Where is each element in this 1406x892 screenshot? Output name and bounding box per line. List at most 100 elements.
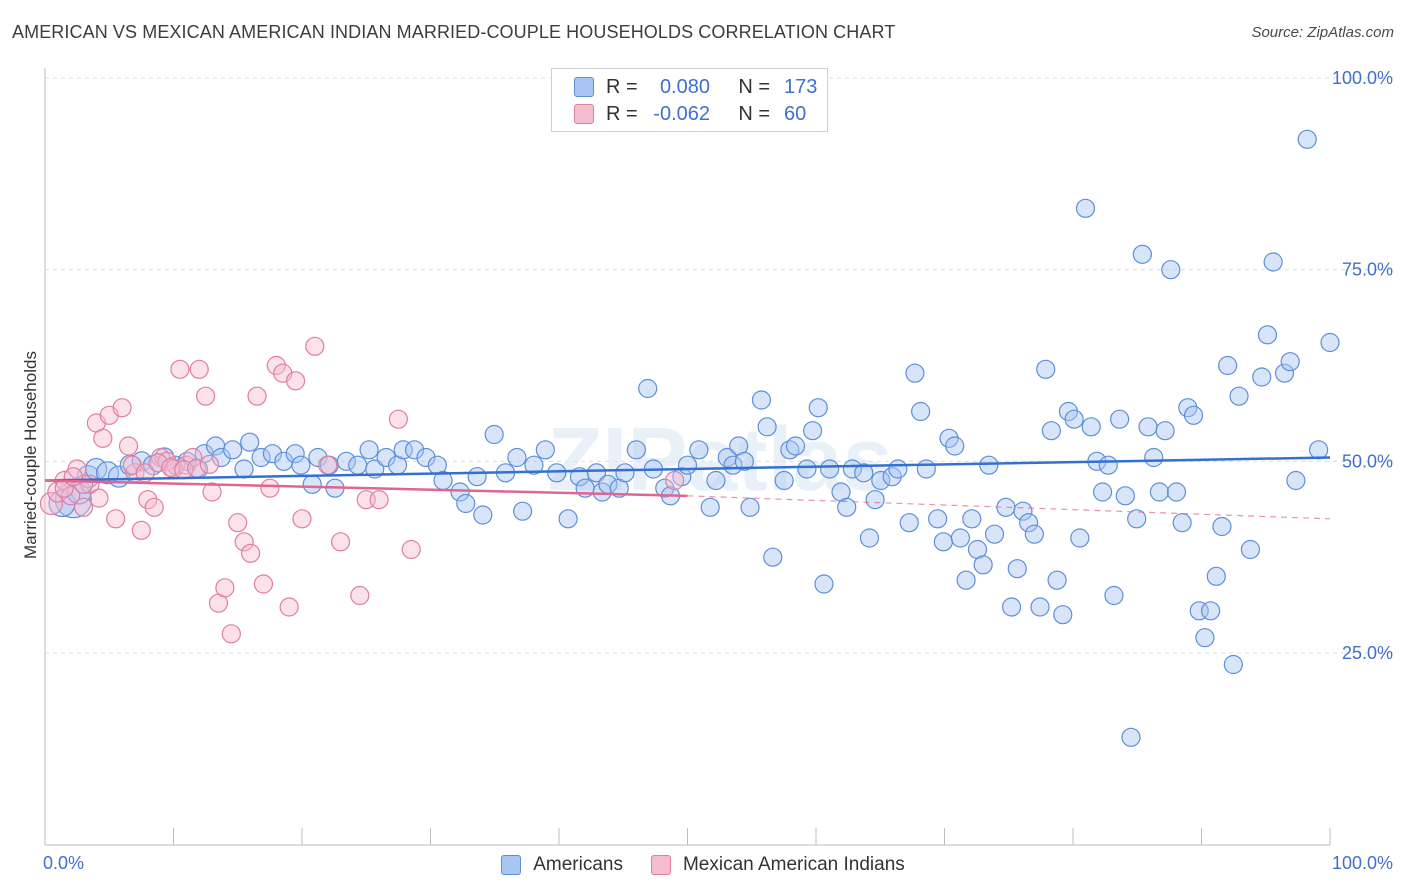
data-point (241, 543, 261, 563)
data-point (467, 467, 487, 487)
data-point (524, 455, 544, 475)
data-point (905, 363, 925, 383)
data-point (1155, 421, 1175, 441)
data-point (253, 574, 274, 594)
data-point (797, 459, 817, 479)
data-point (215, 578, 235, 598)
data-point (292, 509, 312, 529)
legend-item-americans[interactable]: Americans (501, 854, 623, 876)
data-point (507, 447, 527, 468)
y-tick-label: 25.0% (1342, 643, 1393, 663)
data-point (1001, 597, 1022, 617)
data-point (318, 455, 338, 475)
data-point (814, 574, 834, 594)
data-point (1263, 252, 1283, 272)
data-point (626, 440, 646, 460)
data-point (854, 463, 874, 483)
data-point (1047, 570, 1067, 590)
data-point (1240, 539, 1260, 560)
y-tick-label: 75.0% (1342, 260, 1393, 280)
data-point (376, 447, 396, 468)
data-point (1320, 332, 1340, 353)
data-point (348, 455, 368, 475)
data-point (1007, 559, 1027, 579)
trend-line-americans (44, 456, 1331, 482)
data-point (916, 459, 936, 479)
data-point (757, 417, 777, 437)
data-point (1200, 601, 1221, 621)
data-point (1064, 409, 1084, 429)
data-point (251, 447, 271, 468)
data-point (513, 501, 533, 521)
data-point (808, 398, 828, 418)
n-label: N = (738, 102, 770, 125)
data-point (199, 454, 220, 474)
data-point (1030, 597, 1050, 617)
data-point (291, 455, 311, 475)
data-point (63, 467, 83, 487)
series-mexican-american-indians (39, 336, 685, 644)
data-point (350, 585, 370, 606)
data-point (170, 359, 190, 379)
data-point (859, 528, 880, 548)
trend-line-mexican-extension (687, 495, 1331, 520)
correlation-legend: R = 0.080 N = 173 R = -0.062 N = 60 (551, 68, 828, 132)
y-axis-label: Married-couple Households (21, 351, 40, 559)
data-point (148, 453, 168, 473)
data-point (1110, 409, 1130, 429)
y-tick-label: 50.0% (1342, 451, 1393, 471)
data-point (456, 493, 476, 514)
data-point (1144, 447, 1164, 468)
mexican-swatch (574, 104, 594, 124)
legend-item-mexican-american-indians[interactable]: Mexican American Indians (650, 854, 905, 876)
data-point (706, 470, 726, 491)
data-point (1070, 528, 1090, 548)
data-point (1121, 727, 1141, 747)
data-point (336, 451, 356, 471)
data-point (1257, 325, 1278, 345)
data-point (962, 509, 982, 529)
data-point (369, 490, 389, 510)
data-point (1195, 628, 1215, 648)
data-point (1206, 566, 1226, 586)
n-label: N = (738, 75, 770, 98)
x-tick-label-max: 100.0% (1332, 853, 1393, 873)
data-point (547, 463, 567, 483)
data-point (93, 428, 113, 448)
data-point (689, 440, 709, 460)
data-point (1189, 601, 1209, 621)
data-point (388, 409, 408, 429)
data-point (330, 532, 351, 552)
legend-row-mexican: R = -0.062 N = 60 (574, 101, 820, 127)
data-point (842, 459, 862, 479)
data-point (837, 497, 857, 517)
data-point (223, 440, 243, 460)
legend-label: Americans (533, 854, 623, 875)
data-point (700, 497, 720, 517)
x-tick-label-min: 0.0% (43, 853, 84, 873)
data-point (1223, 654, 1243, 675)
data-point (928, 509, 948, 529)
n-value: 173 (784, 75, 818, 98)
data-point (61, 486, 81, 506)
data-point (302, 474, 322, 494)
tick-labels: 25.0% 50.0% 75.0% 100.0% 0.0% 100.0% (43, 68, 1393, 873)
data-point (899, 513, 919, 533)
data-point (1019, 513, 1039, 533)
r-label: R = (606, 75, 638, 98)
data-point (1013, 501, 1033, 521)
data-point (1172, 513, 1192, 533)
data-point (39, 491, 64, 516)
data-point (1229, 386, 1249, 406)
data-point (1252, 367, 1272, 387)
data-point (888, 459, 908, 479)
data-point (774, 470, 794, 491)
data-point (1081, 417, 1101, 437)
data-point (138, 490, 158, 510)
data-point (240, 432, 260, 452)
mexican-legend-swatch (650, 855, 671, 875)
axes (44, 68, 1331, 846)
data-point (1280, 352, 1300, 372)
data-point (401, 539, 421, 560)
